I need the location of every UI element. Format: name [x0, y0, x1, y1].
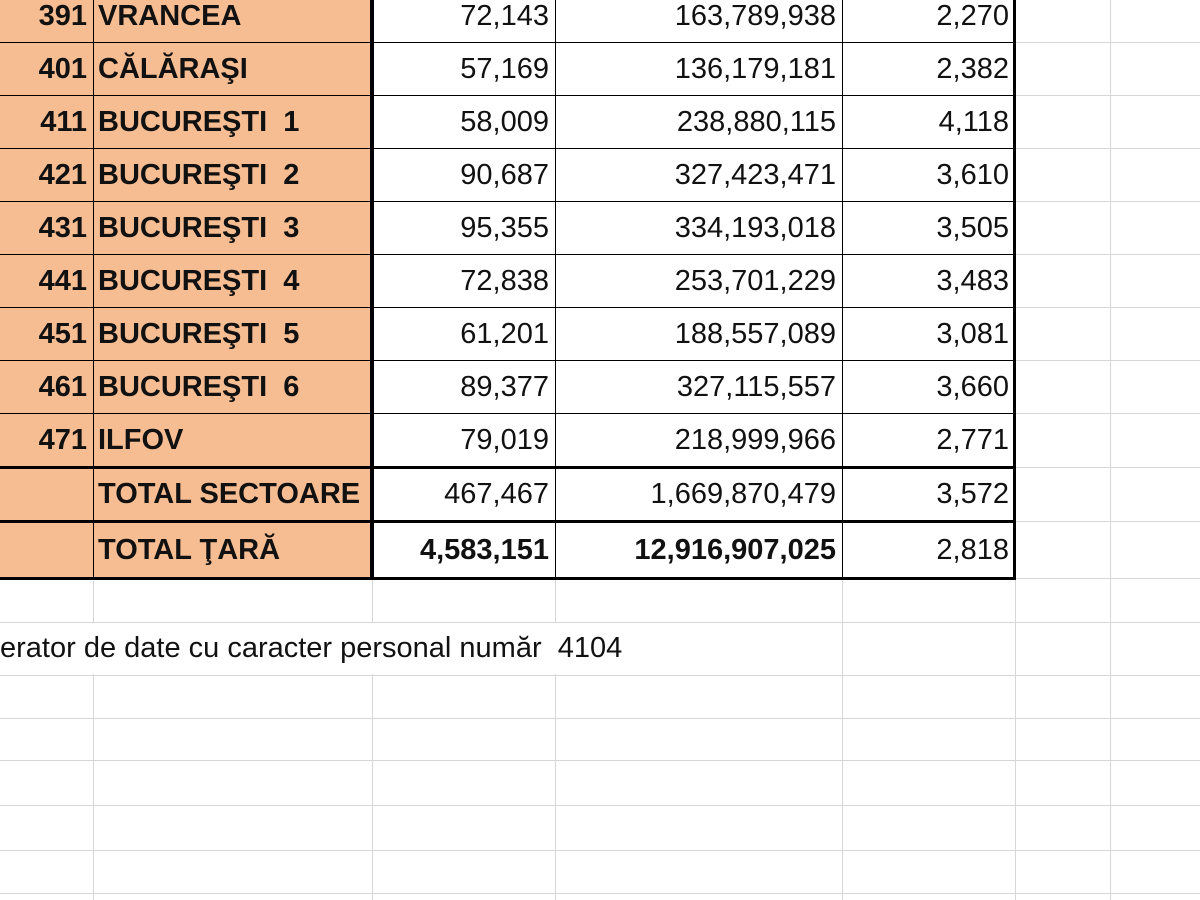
name-cell: BUCUREŞTI 3 — [93, 201, 373, 255]
code-cell: 441 — [0, 254, 94, 308]
name-cell: CĂLĂRAŞI — [93, 42, 373, 96]
value-cell: 2,771 — [842, 413, 1016, 468]
value-cell: 89,377 — [372, 360, 556, 414]
name-cell: ILFOV — [93, 413, 373, 468]
value-cell: 57,169 — [372, 42, 556, 96]
grid-line — [0, 760, 1200, 761]
value-cell: 4,118 — [842, 95, 1016, 149]
value-cell: 58,009 — [372, 95, 556, 149]
value-cell: 4,583,151 — [372, 521, 556, 579]
value-cell: 2,270 — [842, 0, 1016, 43]
name-cell: BUCUREŞTI 1 — [93, 95, 373, 149]
value-cell: 163,789,938 — [555, 0, 843, 43]
code-cell: 421 — [0, 148, 94, 202]
value-cell: 3,081 — [842, 307, 1016, 361]
grid-line — [0, 466, 1016, 469]
value-cell: 3,572 — [842, 467, 1016, 522]
value-cell: 12,916,907,025 — [555, 521, 843, 579]
value-cell: 188,557,089 — [555, 307, 843, 361]
code-cell — [0, 467, 94, 522]
value-cell: 253,701,229 — [555, 254, 843, 308]
value-cell: 238,880,115 — [555, 95, 843, 149]
value-cell: 3,483 — [842, 254, 1016, 308]
value-cell: 3,660 — [842, 360, 1016, 414]
code-cell: 451 — [0, 307, 94, 361]
name-cell: VRANCEA — [93, 0, 373, 43]
value-cell: 3,505 — [842, 201, 1016, 255]
grid-line — [0, 893, 1200, 894]
code-cell: 391 — [0, 0, 94, 43]
value-cell: 218,999,966 — [555, 413, 843, 468]
value-cell: 3,610 — [842, 148, 1016, 202]
value-cell: 95,355 — [372, 201, 556, 255]
value-cell: 327,423,471 — [555, 148, 843, 202]
note: erator de date cu caracter personal numă… — [0, 623, 842, 674]
grid-line — [0, 805, 1200, 806]
name-cell: BUCUREŞTI 6 — [93, 360, 373, 414]
name-cell: BUCUREŞTI 5 — [93, 307, 373, 361]
value-cell: 136,179,181 — [555, 42, 843, 96]
name-cell: TOTAL SECTOARE — [93, 467, 373, 522]
grid-line — [0, 622, 1200, 623]
grid-line — [0, 577, 1016, 580]
value-cell: 90,687 — [372, 148, 556, 202]
code-cell: 461 — [0, 360, 94, 414]
code-cell: 431 — [0, 201, 94, 255]
grid-line — [370, 0, 374, 579]
code-cell: 471 — [0, 413, 94, 468]
value-cell: 2,382 — [842, 42, 1016, 96]
name-cell: BUCUREŞTI 2 — [93, 148, 373, 202]
value-cell: 79,019 — [372, 413, 556, 468]
grid-line — [0, 675, 1200, 676]
grid-line — [1013, 0, 1016, 579]
grid-line — [0, 718, 1200, 719]
grid-line — [0, 520, 1016, 523]
value-cell: 72,143 — [372, 0, 556, 43]
value-cell: 2,818 — [842, 521, 1016, 579]
code-cell — [0, 521, 94, 579]
value-cell: 72,838 — [372, 254, 556, 308]
grid-line — [0, 850, 1200, 851]
value-cell: 334,193,018 — [555, 201, 843, 255]
value-cell: 61,201 — [372, 307, 556, 361]
name-cell: BUCUREŞTI 4 — [93, 254, 373, 308]
grid-line — [1110, 0, 1111, 900]
value-cell: 1,669,870,479 — [555, 467, 843, 522]
code-cell: 411 — [0, 95, 94, 149]
code-cell: 401 — [0, 42, 94, 96]
value-cell: 467,467 — [372, 467, 556, 522]
name-cell: TOTAL ŢARĂ — [93, 521, 373, 579]
value-cell: 327,115,557 — [555, 360, 843, 414]
